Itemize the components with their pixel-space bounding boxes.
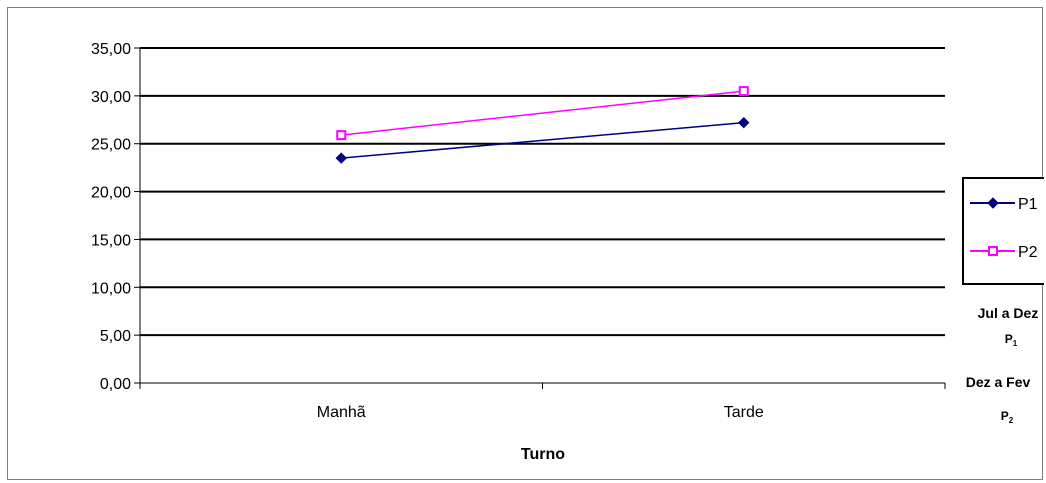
y-tick-labels: 0,00 5,00 10,00 15,00 20,00 25,00 30,00 35,00 [91, 41, 131, 393]
y-tick-label: 25,00 [91, 137, 131, 154]
line-chart: 0,00 5,00 10,00 15,00 20,00 25,00 30,00 35,00 M… [91, 41, 1044, 463]
p1-subscript-label: P1 [1005, 332, 1018, 348]
legend-label-p1: P1 [1018, 196, 1038, 213]
y-tick-label: 0,00 [100, 376, 131, 393]
gridlines [134, 47, 945, 384]
y-tick-label: 10,00 [91, 280, 131, 297]
y-tick-label: 30,00 [91, 89, 131, 106]
y-tick-label: 15,00 [91, 232, 131, 249]
data-point-p2 [738, 86, 749, 97]
y-tick-label: 35,00 [91, 41, 131, 58]
p2-subscript-label: P2 [1001, 409, 1014, 425]
chart-frame: 0,00 5,00 10,00 15,00 20,00 25,00 30,00 35,00 M… [7, 7, 1044, 480]
x-tick-label: Tarde [724, 404, 764, 421]
y-tick-label: 20,00 [91, 185, 131, 202]
legend-box [962, 177, 1044, 285]
series-group [335, 86, 750, 164]
data-point-p1 [738, 116, 750, 129]
x-tick-labels: Manhã Tarde [317, 404, 764, 421]
series-line-p1 [341, 121, 744, 159]
series-line-p2 [341, 90, 744, 136]
legend-label-p2: P2 [1018, 244, 1038, 261]
p1-period-note: Jul a Dez [978, 305, 1039, 321]
data-point-p1 [335, 152, 347, 164]
y-tick-label: 5,00 [100, 328, 131, 345]
x-axis-title: Turno [521, 446, 565, 463]
legend-marker-p1 [987, 197, 999, 209]
legend-marker-p2 [988, 246, 998, 256]
period-notes: Jul a Dez P1 Dez a Fev P2 [966, 305, 1039, 425]
p2-period-note: Dez a Fev [966, 374, 1031, 390]
axes [139, 48, 946, 389]
legend: P1 P2 [962, 177, 1044, 285]
data-point-p2 [336, 130, 347, 141]
x-tick-label: Manhã [317, 404, 366, 421]
